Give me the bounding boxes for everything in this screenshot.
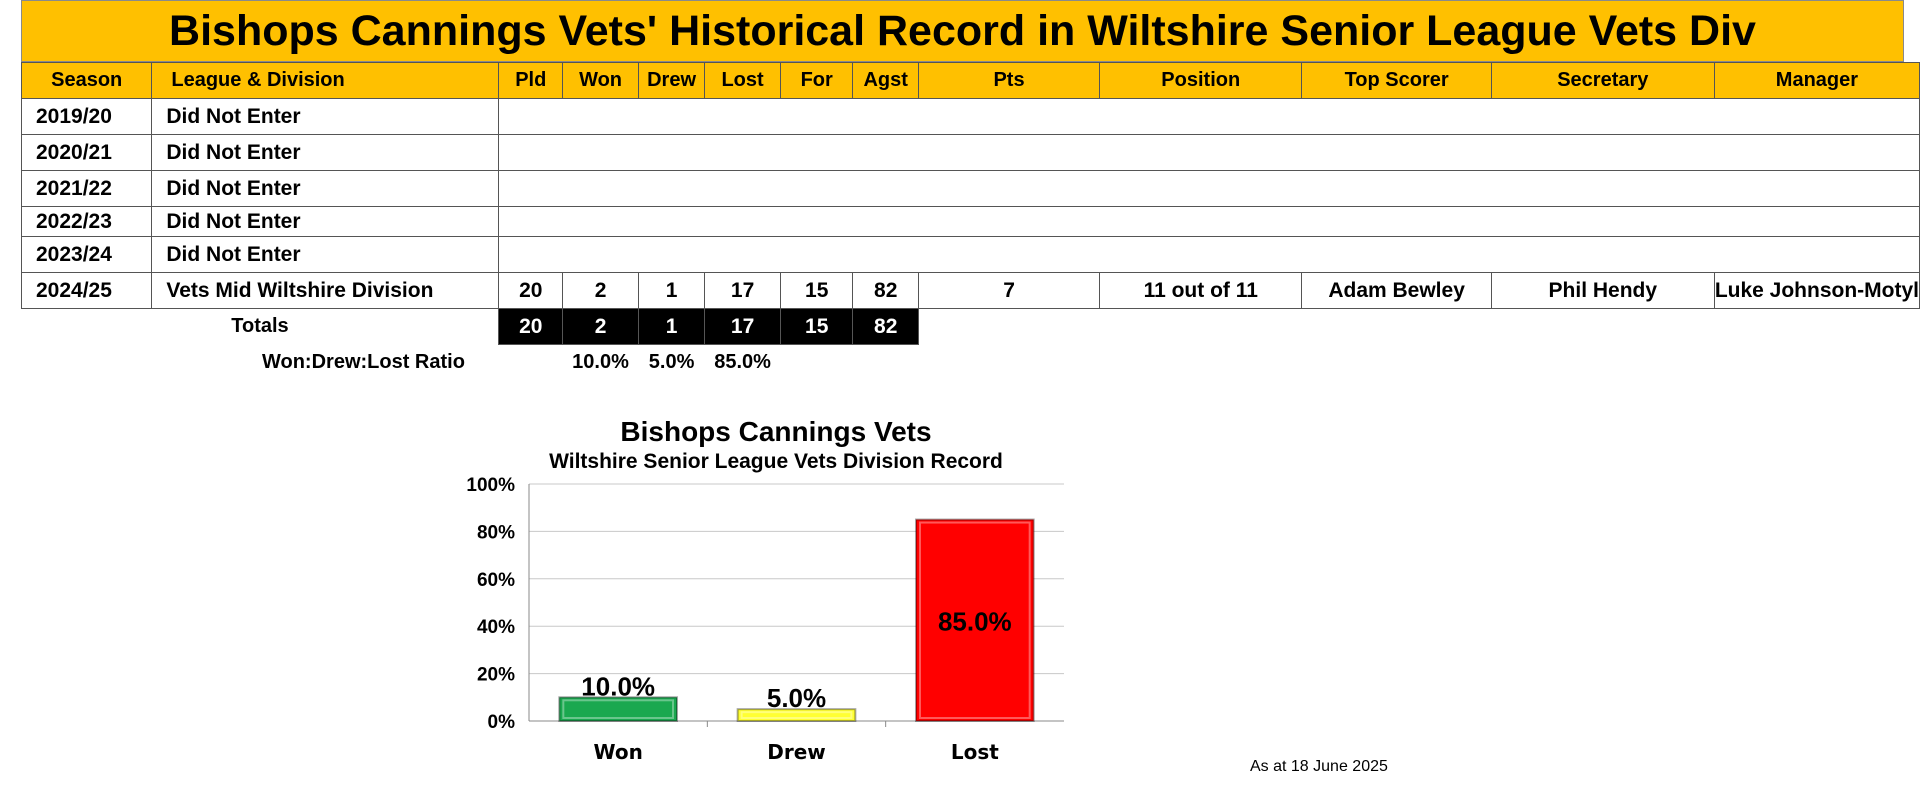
table-row: 2023/24 Did Not Enter [20,236,1920,273]
chart-subtitle: Wiltshire Senior League Vets Division Re… [549,450,1003,473]
header-league: League & Division [151,62,374,99]
table-row: 2024/25 Vets Mid Wiltshire Division 20 2… [20,272,1920,309]
totals-lost: 17 [704,308,781,345]
record-table: Season League & Division Pld Won Drew Lo… [20,62,1920,381]
pld-cell: 20 [498,272,564,309]
ratio-drew: 5.0% [648,351,695,374]
header-won: Won [562,62,639,99]
season-cell: 2021/22 [20,170,153,207]
data-label: 85.0% [938,606,1012,636]
empty-cell [498,236,1920,273]
won-cell: 2 [562,272,639,309]
drew-cell: 1 [637,272,706,309]
ratio-row: Won:Drew:Lost Ratio 10.0% 5.0% 85.0% [22,345,1920,381]
season-cell: 2019/20 [20,98,153,135]
as-at-date: As at 18 June 2025 [1250,758,1388,775]
totals-label: Totals [231,315,289,338]
season-cell: 2020/21 [20,134,153,171]
header-row: Season League & Division Pld Won Drew Lo… [20,62,1920,99]
ratio-won: 10.0% [572,351,629,374]
header-secretary: Secretary [1490,62,1715,99]
header-drew: Drew [637,62,706,99]
table-row: 2019/20 Did Not Enter [20,98,1920,135]
position-cell: 11 out of 11 [1099,272,1303,309]
table-row: 2021/22 Did Not Enter [20,170,1920,207]
empty-cell [919,309,1920,345]
header-lost: Lost [704,62,781,99]
data-label: 5.0% [767,683,826,713]
totals-for: 15 [779,308,854,345]
category-label: Lost [951,740,999,764]
league-cell: Did Not Enter [151,134,500,171]
bar-bevel [562,699,675,720]
lost-cell: 17 [704,272,781,309]
data-label: 10.0% [581,671,655,701]
empty-cell [498,206,1920,237]
header-agst: Agst [852,62,920,99]
agst-cell: 82 [852,272,920,309]
league-cell: Did Not Enter [151,98,500,135]
y-tick-label: 60% [477,570,515,591]
totals-agst: 82 [852,308,920,345]
league-cell: Vets Mid Wiltshire Division [151,272,500,309]
bar [558,696,679,723]
y-tick-label: 20% [477,665,515,686]
empty-cell [498,134,1920,171]
totals-pld: 20 [498,308,564,345]
y-tick-label: 40% [477,617,515,638]
header-manager: Manager [1713,62,1920,99]
bar-bevel [918,521,1031,719]
header-pld: Pld [498,62,564,99]
bar [914,518,1035,722]
header-top-scorer: Top Scorer [1301,62,1492,99]
empty-cell [499,345,563,381]
header-spacer [373,62,438,99]
table-row: 2020/21 Did Not Enter [20,134,1920,171]
season-cell: 2023/24 [20,236,153,273]
table-row: 2022/23 Did Not Enter [20,206,1920,237]
empty-cell [498,98,1920,135]
header-spacer [437,62,500,99]
category-label: Won [594,740,643,764]
empty-cell [780,345,1919,381]
totals-won: 2 [562,308,639,345]
ratio-lost: 85.0% [714,351,771,374]
header-position: Position [1099,62,1303,99]
y-tick-label: 80% [477,522,515,543]
season-cell: 2024/25 [20,272,153,309]
season-cell: 2022/23 [20,206,153,237]
page-title: Bishops Cannings Vets' Historical Record… [21,0,1904,62]
manager-cell: Luke Johnson-Motyl [1713,272,1920,309]
for-cell: 15 [779,272,854,309]
top-scorer-cell: Adam Bewley [1301,272,1492,309]
header-pts: Pts [918,62,1101,99]
pts-cell: 7 [918,272,1101,309]
chart-title: Bishops Cannings Vets [620,416,932,447]
header-for: For [779,62,854,99]
win-draw-loss-chart: 0% 20% 40% 60% 80% 100% 10.0% Won 5.0% Drew 85.0% L… [466,475,1064,764]
league-cell: Did Not Enter [151,206,500,237]
league-cell: Did Not Enter [151,170,500,207]
totals-drew: 1 [637,308,706,345]
bar [736,708,857,722]
y-tick-label: 100% [466,475,515,496]
ratio-label: Won:Drew:Lost Ratio [261,351,465,373]
secretary-cell: Phil Hendy [1490,272,1715,309]
header-season: Season [20,62,153,99]
empty-cell [498,170,1920,207]
category-label: Drew [767,740,826,764]
league-cell: Did Not Enter [151,236,500,273]
y-tick-label: 0% [488,712,516,733]
totals-row: Totals 20 2 1 17 15 82 [22,308,1920,345]
bar-bevel [740,711,853,719]
